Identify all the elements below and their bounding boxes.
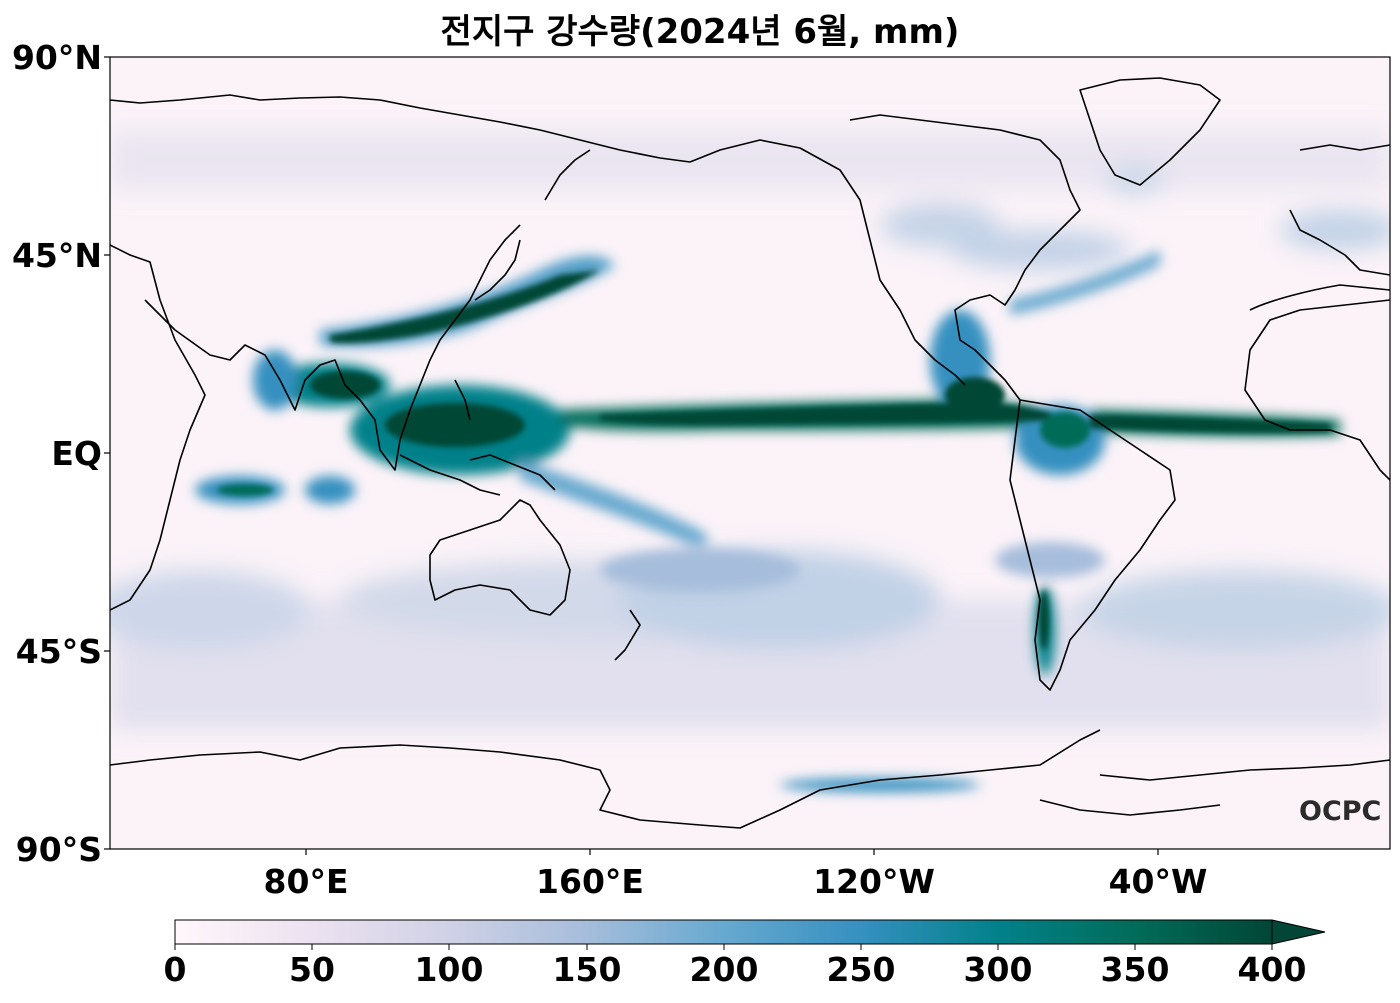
- colorbar-label-100: 100: [414, 950, 484, 989]
- coastlines: [110, 77, 1390, 829]
- lon-label-80e: 80°E: [263, 862, 349, 901]
- colorbar-label-50: 50: [289, 950, 335, 989]
- colorbar-ticks: [174, 944, 1273, 950]
- lon-label-160e: 160°E: [536, 862, 644, 901]
- colorbar-label-300: 300: [963, 950, 1033, 989]
- ocpc-watermark: OCPC: [1299, 796, 1382, 827]
- precipitation-field: [110, 130, 1390, 792]
- lat-label-90s: 90°S: [15, 830, 102, 869]
- lat-label-90n: 90°N: [11, 38, 102, 77]
- colorbar-label-350: 350: [1100, 950, 1170, 989]
- colorbar-gradient: [174, 919, 1273, 945]
- colorbar-label-400: 400: [1237, 950, 1307, 989]
- lat-label-eq: EQ: [51, 434, 102, 473]
- lat-ticks: [104, 56, 110, 850]
- colorbar-label-250: 250: [826, 950, 896, 989]
- colorbar: [174, 919, 1326, 950]
- lon-label-40w: 40°W: [1108, 862, 1208, 901]
- colorbar-label-150: 150: [552, 950, 622, 989]
- lon-label-120w: 120°W: [813, 862, 935, 901]
- colorbar-label-200: 200: [689, 950, 759, 989]
- map-title: 전지구 강수량(2024년 6월, mm): [440, 12, 960, 52]
- lat-label-45n: 45°N: [11, 236, 102, 275]
- colorbar-label-0: 0: [163, 950, 187, 989]
- colorbar-extend-arrow: [1271, 919, 1326, 945]
- lat-label-45s: 45°S: [15, 632, 102, 671]
- lon-ticks: [305, 849, 1159, 855]
